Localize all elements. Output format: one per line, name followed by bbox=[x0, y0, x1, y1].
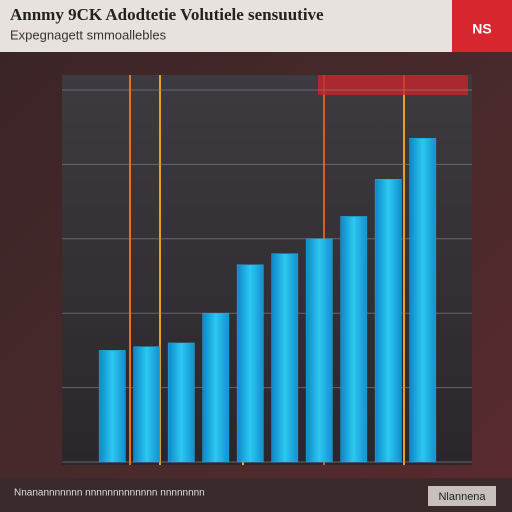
decor-band bbox=[318, 75, 468, 95]
bar bbox=[409, 138, 437, 463]
button[interactable]: Nlannena bbox=[438, 491, 486, 503]
footer-band bbox=[0, 478, 512, 512]
header-band bbox=[0, 0, 512, 52]
badge-box bbox=[452, 0, 512, 52]
bar bbox=[167, 342, 195, 463]
bar bbox=[133, 346, 161, 463]
button-box[interactable] bbox=[428, 486, 496, 506]
chart-title: Annmy 9CK Adodtetie Volutiele sensuutive bbox=[10, 5, 324, 24]
bar bbox=[340, 216, 368, 463]
badge: NS bbox=[472, 21, 491, 37]
bar bbox=[374, 179, 402, 463]
bar bbox=[305, 238, 333, 463]
bar bbox=[202, 312, 230, 463]
bar bbox=[271, 253, 299, 463]
bar bbox=[236, 264, 264, 463]
bar bbox=[98, 350, 126, 463]
chart-subtitle: Expegnagett smmoallebles bbox=[10, 27, 167, 42]
footer: Nnanannnnnnn nnnnnnnnnnnnn nnnnnnnn bbox=[14, 488, 205, 499]
